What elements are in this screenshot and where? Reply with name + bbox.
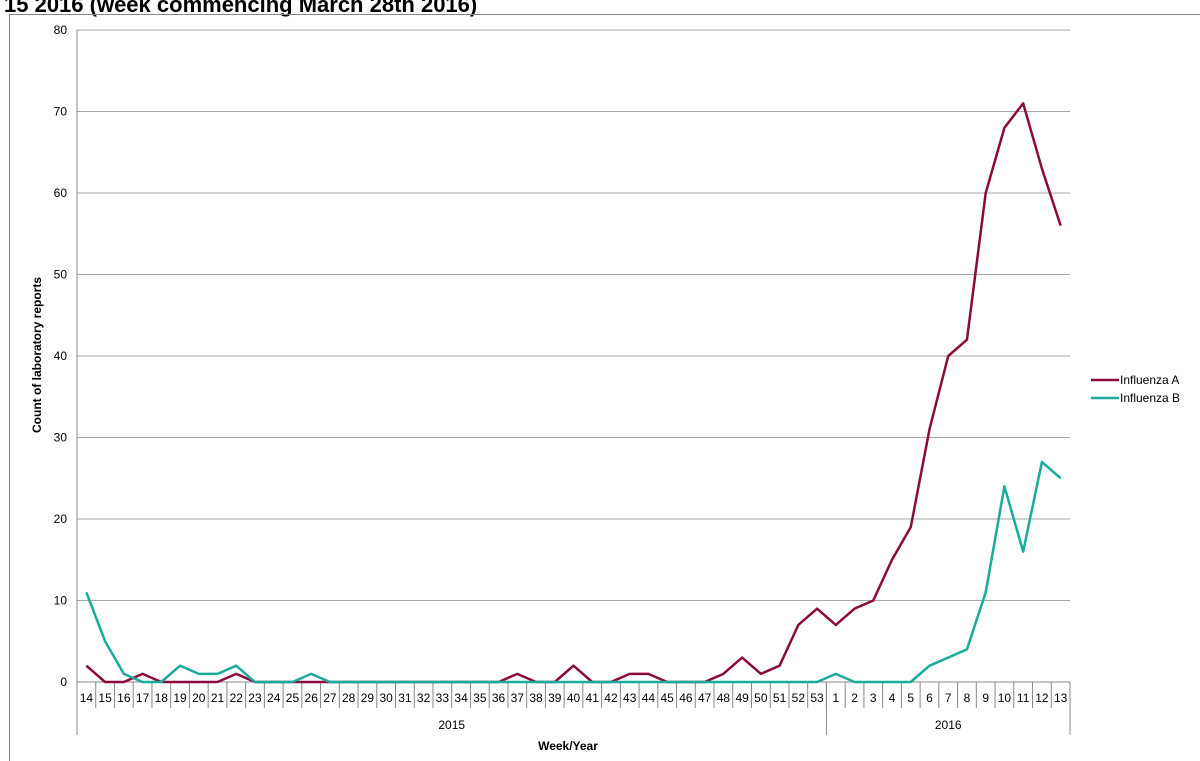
y-tick-label: 40 — [54, 349, 68, 363]
x-tick-label: 16 — [117, 691, 131, 705]
x-tick-label: 47 — [698, 691, 712, 705]
x-tick-label: 48 — [717, 691, 731, 705]
x-tick-label: 39 — [548, 691, 562, 705]
x-tick-label: 36 — [492, 691, 506, 705]
x-tick-label: 50 — [754, 691, 768, 705]
legend-label: Influenza B — [1120, 391, 1180, 405]
year-label: 2016 — [935, 718, 962, 732]
series-line — [85, 102, 1062, 684]
x-tick-label: 14 — [80, 691, 94, 705]
x-tick-label: 30 — [379, 691, 393, 705]
x-tick-label: 33 — [436, 691, 450, 705]
x-tick-label: 44 — [642, 691, 656, 705]
x-tick-label: 10 — [998, 691, 1012, 705]
legend-label: Influenza A — [1120, 373, 1179, 387]
x-tick-label: 1 — [832, 691, 839, 705]
x-tick-label: 51 — [773, 691, 787, 705]
x-tick-label: 8 — [964, 691, 971, 705]
x-tick-label: 41 — [586, 691, 600, 705]
x-tick-label: 13 — [1054, 691, 1068, 705]
y-tick-label: 10 — [54, 594, 68, 608]
x-tick-label: 52 — [792, 691, 806, 705]
x-tick-label: 27 — [323, 691, 337, 705]
x-axis-title: Week/Year — [538, 739, 598, 753]
x-tick-label: 37 — [511, 691, 525, 705]
chart-border — [9, 14, 1200, 761]
x-tick-label: 24 — [267, 691, 281, 705]
x-tick-label: 32 — [417, 691, 431, 705]
series-lines — [85, 102, 1062, 684]
series-line — [85, 460, 1062, 684]
x-tick-label: 23 — [248, 691, 262, 705]
x-tick-label: 34 — [454, 691, 468, 705]
x-tick-label: 40 — [567, 691, 581, 705]
x-tick-label: 20 — [192, 691, 206, 705]
y-tick-label: 20 — [54, 512, 68, 526]
y-tick-label: 50 — [54, 268, 68, 282]
y-tick-label: 60 — [54, 186, 68, 200]
x-tick-label: 18 — [155, 691, 169, 705]
x-tick-label: 31 — [398, 691, 412, 705]
x-tick-label: 3 — [870, 691, 877, 705]
gridlines — [77, 29, 1070, 601]
x-tick-label: 43 — [623, 691, 637, 705]
x-tick-label: 7 — [945, 691, 952, 705]
x-tick-label: 26 — [305, 691, 319, 705]
x-tick-label: 25 — [286, 691, 300, 705]
y-tick-label: 0 — [60, 675, 67, 689]
year-label: 2015 — [438, 718, 465, 732]
x-tick-label: 49 — [735, 691, 749, 705]
x-tick-label: 29 — [361, 691, 375, 705]
x-tick-label: 17 — [136, 691, 150, 705]
x-tick-label: 21 — [211, 691, 225, 705]
legend: Influenza A Influenza B — [1091, 373, 1180, 405]
x-tick-label: 35 — [473, 691, 487, 705]
x-tick-label: 46 — [679, 691, 693, 705]
x-tick-label: 4 — [889, 691, 896, 705]
y-tick-label: 70 — [54, 105, 68, 119]
chart-title: 15 2016 (week commencing March 28th 2016… — [4, 0, 478, 17]
y-tick-label: 30 — [54, 431, 68, 445]
y-tick-label: 80 — [54, 23, 68, 37]
x-tick-label: 53 — [810, 691, 824, 705]
x-tick-label: 11 — [1017, 691, 1030, 705]
x-tick-label: 38 — [529, 691, 543, 705]
x-tick-label: 9 — [982, 691, 989, 705]
y-axis-title: Count of laboratory reports — [30, 277, 44, 433]
x-tick-label: 12 — [1035, 691, 1049, 705]
x-tick-label: 6 — [926, 691, 933, 705]
x-tick-label: 15 — [98, 691, 112, 705]
x-tick-label: 28 — [342, 691, 356, 705]
y-axis: 0 10 20 30 40 50 60 70 80 — [54, 23, 78, 689]
x-tick-label: 42 — [604, 691, 618, 705]
x-tick-label: 2 — [851, 691, 858, 705]
x-tick-label: 22 — [230, 691, 244, 705]
x-tick-label: 19 — [173, 691, 187, 705]
x-tick-label: 45 — [660, 691, 674, 705]
x-tick-label: 5 — [907, 691, 914, 705]
x-axis: 14 15 16 17 18 19 20 21 22 23 24 25 26 27 28 29 30 31 32 33… — [76, 681, 1071, 735]
